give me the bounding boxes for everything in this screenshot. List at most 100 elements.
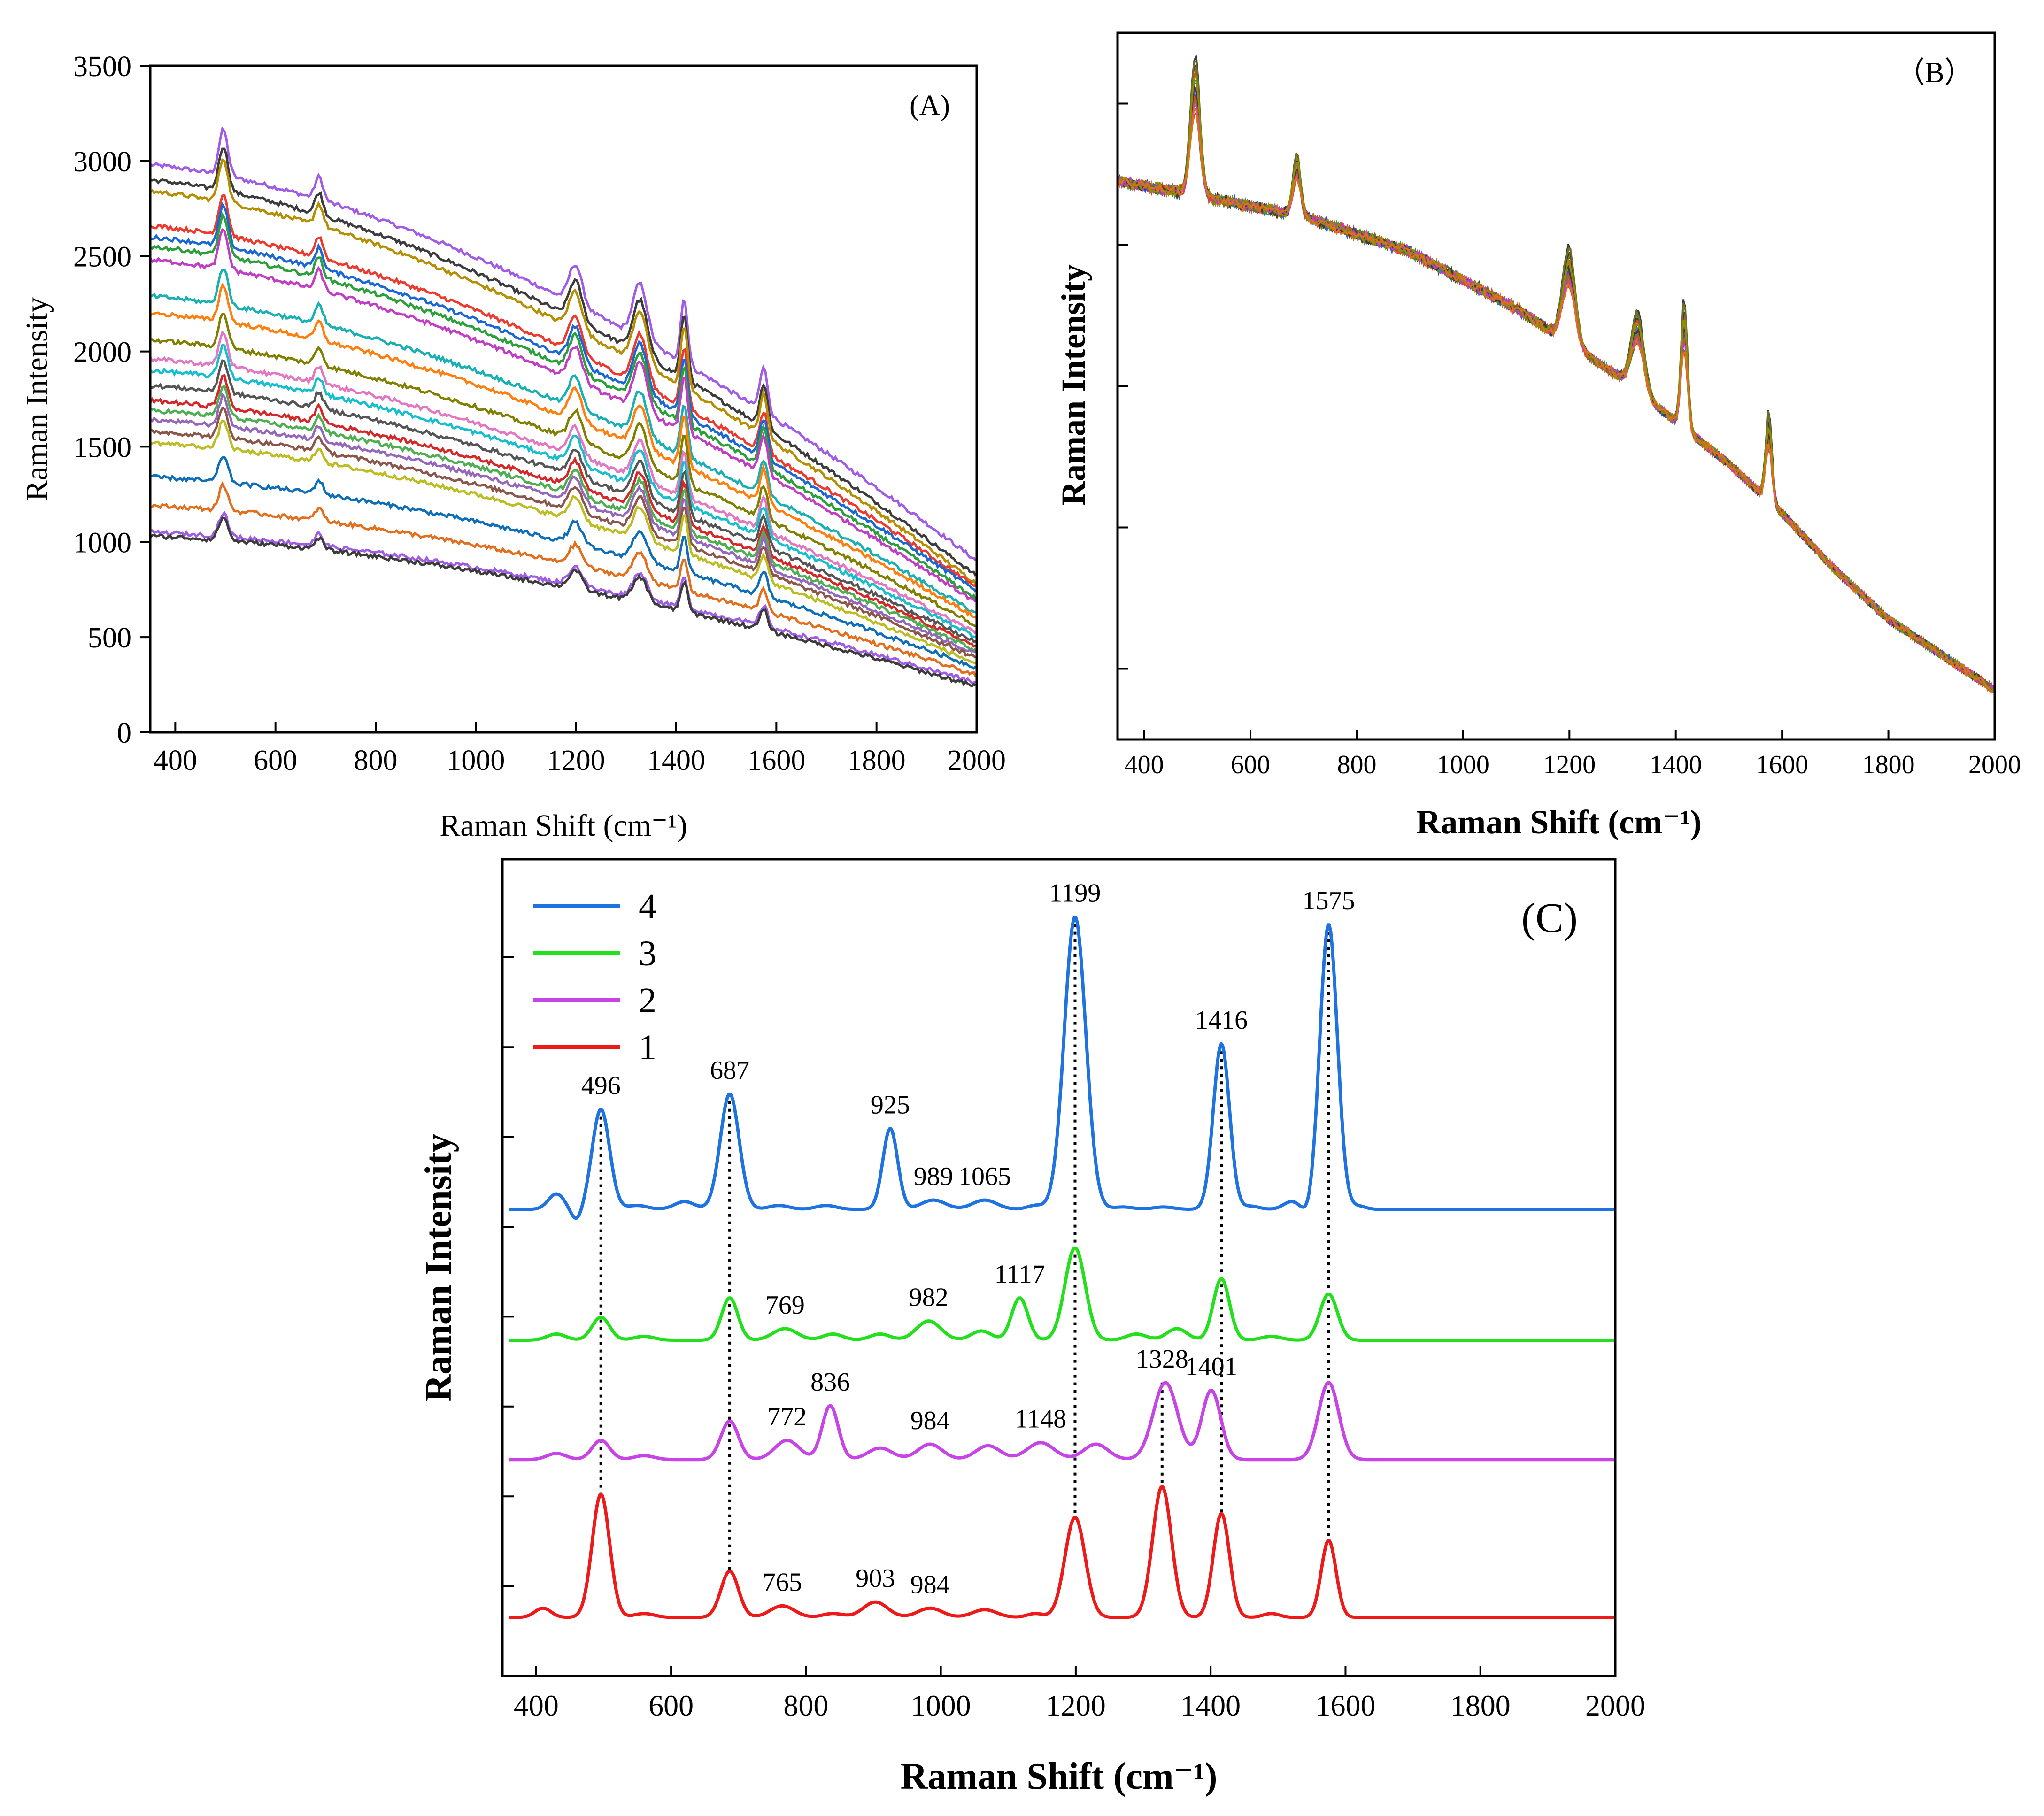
panel-c-xtick-label: 1600	[1315, 1689, 1375, 1722]
panel-a-series-line	[150, 147, 977, 577]
panel-c-xtick-label: 400	[514, 1689, 559, 1722]
panel-b-xtick-label: 1200	[1543, 750, 1596, 779]
panel-c-xtick-label: 1200	[1046, 1689, 1106, 1722]
panel-c-peak-label: 1575	[1303, 886, 1355, 916]
panel-a-ytick-label: 0	[117, 717, 131, 749]
panel-c-series-group	[509, 916, 1616, 1619]
panel-a-frame	[149, 64, 978, 734]
panel-b-axes: 400 600 800 1000 1200 1400 1600 1800 2000	[1118, 102, 2021, 779]
panel-c-peak-label: 984	[910, 1406, 950, 1435]
panel-c-legend: 4 3 2 1	[533, 887, 656, 1067]
panel-a-xtick-label: 1400	[647, 745, 705, 777]
panel-b-xtick-label: 400	[1125, 750, 1164, 779]
panel-a-series-group	[149, 126, 977, 688]
panel-c-peak-label: 769	[765, 1291, 805, 1320]
panel-c-peak-label: 836	[810, 1368, 850, 1397]
panel-c-peak-label: 1416	[1195, 1006, 1248, 1035]
panel-a-series-line	[149, 330, 977, 635]
panel-a-xlabel: Raman Shift (cm⁻¹)	[440, 808, 687, 843]
panel-a-series-line	[150, 406, 977, 659]
panel-a-series-line	[150, 201, 977, 593]
panel-a-series-line	[149, 516, 976, 688]
panel-b-xtick-label: 800	[1337, 750, 1376, 779]
panel-b-title: （B）	[1896, 57, 1973, 89]
panel-a-series-line	[149, 419, 977, 665]
panel-c-xtick-label: 800	[783, 1689, 828, 1722]
panel-a-xtick-label: 2000	[948, 745, 1006, 777]
panel-a-series-line	[149, 392, 977, 654]
panel-a-xtick-label: 600	[254, 745, 297, 777]
panel-a-series-line	[149, 158, 977, 585]
panel-a-ytick-label: 3000	[73, 146, 131, 178]
panel-c: 400 600 800 1000 1200 1400 1600 1800 2000 496 687…	[418, 858, 1645, 1797]
panel-a-ytick-label: 2500	[73, 241, 131, 273]
panel-c-frame	[501, 858, 1617, 1677]
panel-c-xtick-label: 2000	[1585, 1689, 1645, 1722]
panel-b-ylabel: Raman Intensity	[1055, 264, 1092, 506]
panel-a-series-line	[149, 374, 976, 648]
panel-c-annotations: 496 687 925 989 1065 1199 1416 1575 769 982 1117 77…	[581, 879, 1355, 1600]
panel-c-xtick-label: 1800	[1450, 1689, 1511, 1722]
panel-b-series-line	[1117, 75, 1995, 694]
panel-b-xtick-label: 600	[1231, 750, 1270, 779]
panel-b: 400 600 800 1000 1200 1400 1600 1800 2000 （B） Ra…	[1055, 31, 2021, 841]
panel-c-series-3-line	[509, 1246, 1616, 1342]
panel-c-peak-label: 1065	[958, 1162, 1011, 1191]
panel-a-series-line	[149, 228, 977, 603]
panel-c-ylabel: Raman Intensity	[418, 1133, 459, 1401]
panel-c-peak-label: 1328	[1136, 1345, 1188, 1374]
panel-a-xtick-label: 1200	[547, 745, 605, 777]
panel-a-series-line	[149, 344, 976, 639]
panel-c-legend-label: 1	[639, 1028, 656, 1067]
panel-a-series-line	[150, 212, 977, 600]
panel-c-peak-label: 772	[767, 1402, 807, 1431]
panel-a-series-line	[149, 194, 976, 587]
panel-b-series-group	[1117, 55, 1995, 694]
panel-b-xlabel: Raman Shift (cm⁻¹)	[1416, 803, 1702, 841]
panel-a-ytick-label: 3500	[73, 51, 131, 83]
panel-c-peak-label: 1148	[1015, 1405, 1066, 1434]
panel-a-xtick-label: 800	[354, 745, 398, 777]
panel-c-xtick-label: 1000	[911, 1689, 971, 1722]
panel-b-xtick-label: 1600	[1756, 750, 1808, 779]
panel-c-series-2-line	[509, 1381, 1616, 1462]
panel-c-peak-label: 765	[763, 1568, 802, 1597]
panel-c-peak-label: 903	[856, 1564, 895, 1593]
panel-a-ytick-label: 2000	[73, 337, 131, 369]
panel-a-xtick-label: 400	[154, 745, 197, 777]
panel-c-legend-label: 2	[639, 981, 656, 1020]
panel-c-peak-label: 496	[581, 1071, 621, 1100]
panel-c-xtick-label: 1400	[1180, 1689, 1241, 1722]
panel-c-peak-label: 925	[871, 1091, 910, 1120]
panel-a: 400 600 800 1000 1200 1400 1600 1800 2000 0 500 100…	[20, 51, 1006, 843]
panel-b-xtick-label: 2000	[1968, 750, 2021, 779]
panel-c-axes: 400 600 800 1000 1200 1400 1600 1800 2000	[502, 956, 1645, 1722]
panel-c-legend-label: 3	[639, 934, 656, 973]
panel-a-ylabel: Raman Intensity	[20, 297, 54, 501]
panel-a-series-line	[150, 510, 976, 685]
panel-b-xtick-label: 1400	[1650, 750, 1702, 779]
panel-a-xtick-label: 1000	[447, 745, 505, 777]
panel-a-series-line	[149, 282, 976, 619]
panel-a-xtick-label: 1600	[747, 745, 805, 777]
panel-a-series-line	[149, 384, 977, 653]
panel-c-peak-label: 687	[710, 1056, 749, 1085]
panel-c-peak-label: 1199	[1049, 879, 1101, 908]
panel-a-series-line	[150, 455, 977, 670]
panel-a-series-line	[150, 268, 976, 614]
panel-a-series-line	[149, 359, 976, 644]
panel-c-title: (C)	[1521, 895, 1578, 941]
panel-b-xtick-label: 1000	[1437, 750, 1489, 779]
panel-a-xtick-label: 1800	[848, 745, 906, 777]
panel-c-peak-label: 1401	[1185, 1352, 1238, 1381]
panel-a-axes: 400 600 800 1000 1200 1400 1600 1800 2000 0 500 100…	[73, 51, 1006, 777]
panel-a-ytick-label: 500	[88, 622, 131, 654]
panel-c-legend-label: 4	[639, 887, 656, 926]
panel-b-series-line	[1117, 105, 1994, 693]
panel-c-peak-label: 1117	[995, 1260, 1045, 1289]
panel-b-xtick-label: 1800	[1862, 750, 1915, 779]
panel-c-xtick-label: 600	[648, 1689, 694, 1722]
panel-a-series-line	[149, 481, 977, 677]
